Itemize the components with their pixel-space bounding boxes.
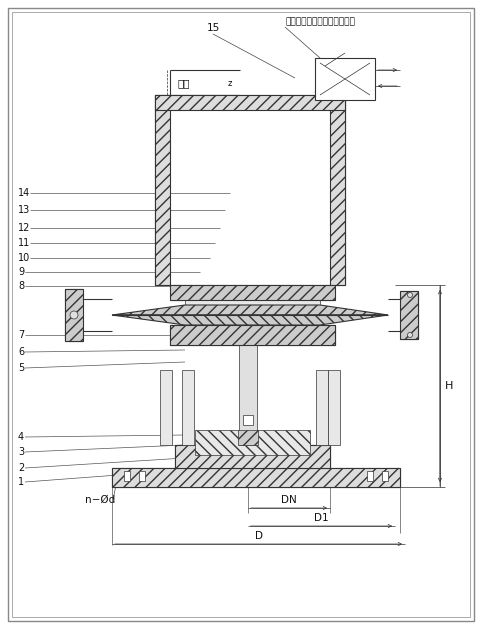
Text: z: z xyxy=(228,79,232,87)
Bar xyxy=(243,415,253,425)
Text: 二位四通手动（电磁）换向阀: 二位四通手动（电磁）换向阀 xyxy=(285,18,355,26)
Circle shape xyxy=(407,333,413,338)
Text: D: D xyxy=(254,531,263,541)
Text: 进水: 进水 xyxy=(178,78,190,88)
Circle shape xyxy=(70,311,78,319)
Text: D1: D1 xyxy=(314,513,329,523)
Bar xyxy=(185,300,320,330)
Text: 3: 3 xyxy=(18,447,24,457)
Text: n−Ød: n−Ød xyxy=(85,495,115,505)
Polygon shape xyxy=(330,95,345,285)
Bar xyxy=(139,471,145,481)
Text: 10: 10 xyxy=(18,253,30,263)
Polygon shape xyxy=(112,468,400,487)
Text: 5: 5 xyxy=(18,363,24,373)
Polygon shape xyxy=(112,305,388,315)
Text: 12: 12 xyxy=(18,223,30,233)
Text: 7: 7 xyxy=(18,330,24,340)
Text: 2: 2 xyxy=(18,463,24,473)
Text: DN: DN xyxy=(281,495,297,505)
Polygon shape xyxy=(175,445,330,468)
Text: 14: 14 xyxy=(18,188,30,198)
Polygon shape xyxy=(170,325,335,345)
Bar xyxy=(367,471,373,481)
Text: 9: 9 xyxy=(18,267,24,277)
Polygon shape xyxy=(155,95,345,110)
Text: 15: 15 xyxy=(206,23,220,33)
Bar xyxy=(160,370,172,445)
Text: 4: 4 xyxy=(18,432,24,442)
Polygon shape xyxy=(65,289,83,341)
Bar xyxy=(315,58,375,100)
Bar xyxy=(328,370,340,445)
Bar xyxy=(239,320,257,445)
Bar xyxy=(238,430,258,445)
Bar xyxy=(170,110,330,285)
Text: H: H xyxy=(445,381,454,391)
Polygon shape xyxy=(155,95,170,285)
Bar xyxy=(124,471,130,481)
Text: 6: 6 xyxy=(18,347,24,357)
Bar xyxy=(195,430,310,455)
Bar xyxy=(316,370,328,445)
Polygon shape xyxy=(400,291,418,339)
Bar xyxy=(155,95,345,285)
Bar xyxy=(182,370,194,445)
Text: 1: 1 xyxy=(18,477,24,487)
Polygon shape xyxy=(112,315,388,325)
Circle shape xyxy=(407,292,413,298)
Text: 8: 8 xyxy=(18,281,24,291)
Polygon shape xyxy=(170,285,335,300)
Bar xyxy=(382,471,388,481)
Text: 11: 11 xyxy=(18,238,30,248)
Text: 13: 13 xyxy=(18,205,30,215)
